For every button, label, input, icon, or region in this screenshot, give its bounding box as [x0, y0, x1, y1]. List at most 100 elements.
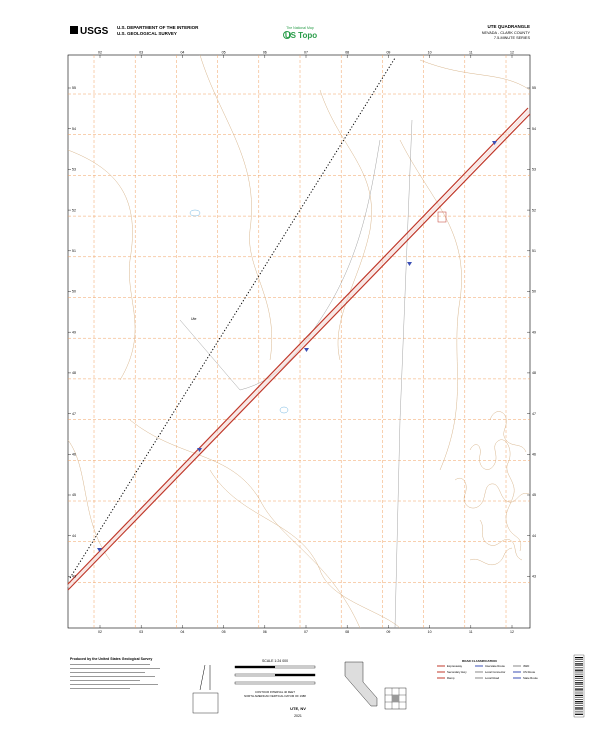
agency-line: U.S. GEOLOGICAL SURVEY — [117, 31, 177, 36]
easting-label: 06 — [263, 51, 267, 55]
adjoining-grid — [384, 687, 407, 710]
interstate — [67, 113, 531, 591]
route-shield — [304, 348, 309, 352]
northing-label: 53 — [532, 168, 536, 172]
credit-line — [70, 664, 150, 665]
interchange — [437, 211, 447, 223]
state-outline — [344, 661, 378, 707]
route-shield — [492, 141, 497, 145]
road-legend: Expressway Secondary Hwy Ramp Interstate Ro… — [437, 664, 538, 680]
credit-line — [70, 688, 130, 689]
usgs-logo-mark — [70, 26, 78, 34]
contour — [469, 439, 522, 552]
map-body: Ute — [66, 54, 531, 629]
legend-label: Local Road — [485, 676, 500, 680]
barcode-bar — [575, 680, 583, 681]
contour — [199, 54, 272, 361]
barcode-bar — [575, 696, 583, 698]
us-topo-label: US Topo — [285, 31, 317, 40]
northing-label: 52 — [532, 208, 536, 212]
quad-name: UTE QUADRANGLE — [488, 24, 531, 29]
barcode-bar — [575, 692, 583, 694]
easting-label: 10 — [428, 51, 432, 55]
northing-label: 49 — [72, 330, 76, 334]
legend-label: Secondary Hwy — [447, 670, 467, 674]
footer: Produced by the United States Geological… — [70, 654, 585, 718]
barcode-bar — [575, 682, 583, 684]
year: 2021 — [294, 714, 302, 718]
easting-label: 03 — [139, 51, 143, 55]
legend-label: Expressway — [447, 664, 463, 668]
road-legend-title: ROAD CLASSIFICATION — [462, 659, 497, 663]
northing-label: 44 — [72, 534, 76, 538]
interstate — [67, 107, 529, 585]
contour-interval: CONTOUR INTERVAL 40 FEET — [255, 690, 295, 694]
scale-bar — [234, 681, 316, 685]
datum: NORTH AMERICAN VERTICAL DATUM OF 1988 — [244, 694, 306, 698]
barcode-bar — [575, 659, 583, 660]
easting-label: 03 — [139, 630, 143, 634]
easting-label: 02 — [98, 630, 102, 634]
barcode-bar — [575, 678, 583, 679]
barcode-bar — [575, 671, 583, 673]
map-neatline — [67, 54, 531, 629]
producer: Produced by the United States Geological… — [70, 657, 152, 661]
north-arrow — [199, 664, 211, 691]
barcode-bar — [575, 665, 583, 666]
legend-label: State Route — [523, 676, 538, 680]
scale-bar-fill — [275, 674, 315, 676]
northing-label: 53 — [72, 168, 76, 172]
state-county: NEVADA - CLARK COUNTY — [482, 31, 531, 35]
water-feature — [279, 406, 289, 414]
easting-label: 08 — [345, 630, 349, 634]
credit-line — [70, 684, 158, 685]
northing-label: 44 — [532, 534, 536, 538]
route-shield — [197, 448, 202, 452]
easting-label: 10 — [428, 630, 432, 634]
topo-logo-mark — [283, 31, 291, 39]
contour — [489, 411, 527, 453]
legend-label: Local Connector — [485, 670, 505, 674]
legend-label: Interstate Route — [485, 664, 505, 668]
easting-label: 06 — [263, 630, 267, 634]
quad-id: UTE, NV — [290, 706, 306, 711]
contour — [454, 478, 530, 509]
contour — [419, 59, 531, 91]
scale-bar-fill — [235, 666, 275, 668]
northing-label: 45 — [72, 493, 76, 497]
northing-label: 43 — [72, 575, 76, 579]
easting-label: 05 — [222, 630, 226, 634]
contour — [67, 149, 136, 381]
scale-text: SCALE 1:24 000 — [262, 659, 288, 663]
barcode-bar — [575, 705, 583, 706]
barcode-bar — [575, 703, 583, 704]
easting-label: 12 — [510, 51, 514, 55]
easting-label: 09 — [386, 630, 390, 634]
barcode — [573, 654, 585, 718]
barcode-bar — [575, 713, 583, 715]
barcode-bar — [575, 669, 583, 671]
barcode-bar — [575, 690, 583, 692]
barcode-bar — [575, 701, 583, 703]
northing-label: 54 — [72, 127, 76, 131]
credits-block — [70, 664, 160, 689]
place-label: Ute — [191, 317, 197, 321]
northing-label: 55 — [72, 86, 76, 90]
northing-label: 50 — [72, 290, 76, 294]
northing-label: 52 — [72, 208, 76, 212]
credit-line — [70, 672, 145, 673]
contour — [129, 419, 361, 629]
credit-line — [70, 676, 155, 677]
contour — [399, 139, 462, 471]
barcode-bar — [575, 694, 583, 696]
national-map-label: The National Map — [286, 26, 314, 30]
barcode-bar — [575, 684, 583, 685]
easting-label: 11 — [469, 630, 473, 634]
barcode-bar — [575, 688, 583, 690]
legend-label: US Route — [523, 670, 536, 674]
easting-label: 05 — [222, 51, 226, 55]
barcode-bar — [575, 711, 583, 713]
northing-label: 48 — [72, 371, 76, 375]
barcode-bar — [575, 663, 583, 665]
